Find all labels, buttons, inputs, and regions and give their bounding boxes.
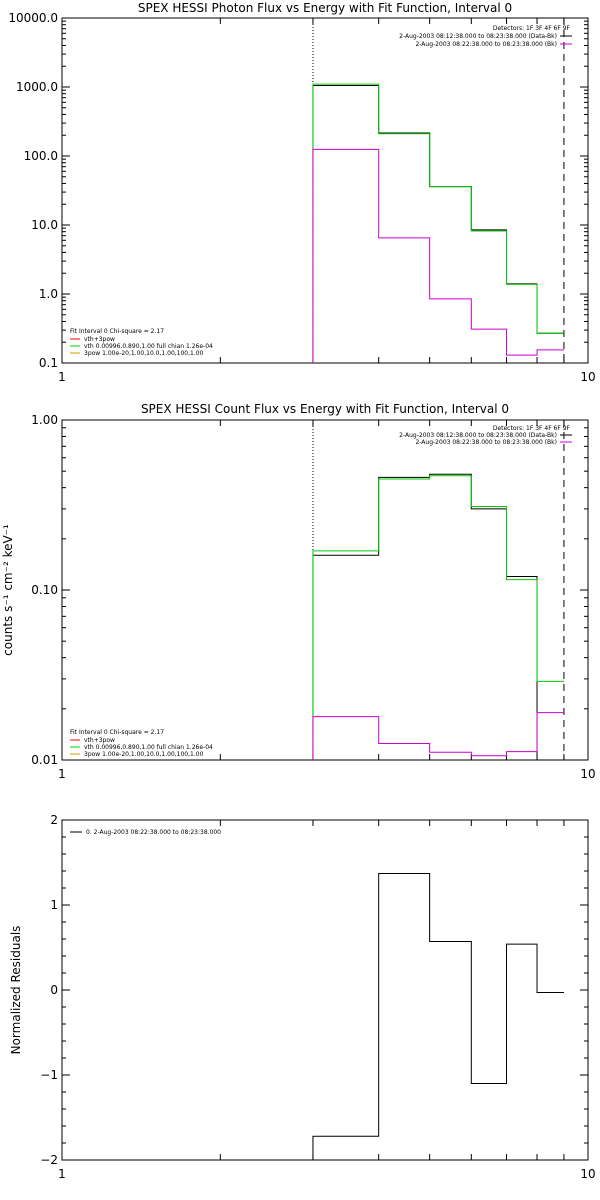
y-tick-label: 10.0 [31, 218, 58, 232]
count-flux-legend-fit: Fit Interval 0 Chi-square = 2.17 vth+3po… [70, 729, 213, 758]
series-line-1 [312, 83, 564, 363]
photon-flux-legend-top: Detectors: 1F 3F 4F 6F 9F 2-Aug-2003 08:… [399, 25, 572, 48]
y-tick-label: 1 [50, 898, 58, 912]
count-flux-fit-3pow: 3pow 1.00e-20,1.00,10.0,1.00,100,1.00 [84, 751, 204, 758]
residuals-legend-entry: 0. 2-Aug-2003 08:22:38.000 to 08:23:38.0… [86, 829, 221, 836]
count-flux-y-ticks: 0.01 0.10 1.00 [31, 413, 588, 767]
photon-flux-fit-vth3pow: vth+3pow [84, 336, 115, 343]
y-tick-label: 100.0 [24, 149, 58, 163]
series-line-2 [312, 712, 564, 760]
y-tick-label: 0.01 [31, 753, 58, 767]
residuals-panel: Normalized Residuals −2 −1 0 1 2 1 10 0. 2-Au… [9, 813, 596, 1181]
series-line-0 [312, 85, 564, 363]
y-tick-label: 2 [50, 813, 58, 827]
count-flux-y-axis-label: counts s⁻¹ cm⁻² keV⁻¹ [1, 524, 15, 656]
photon-flux-fit-vth: vth 0.00996,0.890,1.00 full chian 1.26e-… [84, 343, 213, 350]
count-flux-fit-header: Fit Interval 0 Chi-square = 2.17 [70, 729, 164, 736]
photon-flux-detectors-label: Detectors: 1F 3F 4F 6F 9F [493, 25, 571, 32]
y-tick-label: 1.0 [39, 287, 58, 301]
series-line-1 [312, 475, 564, 760]
y-tick-label: 0.1 [39, 356, 58, 370]
y-tick-label: −1 [40, 1068, 58, 1082]
x-tick-label: 10 [580, 767, 595, 781]
count-flux-x-ticks: 1 10 [58, 420, 596, 781]
residuals-legend: 0. 2-Aug-2003 08:22:38.000 to 08:23:38.0… [70, 829, 221, 836]
count-flux-plot-frame [61, 419, 589, 761]
residuals-series [312, 873, 564, 1160]
x-tick-label: 1 [58, 370, 66, 384]
photon-flux-marker-lines [312, 18, 565, 363]
residuals-x-ticks: 1 10 [58, 820, 596, 1181]
count-flux-legend-top: Detectors: 1F 3F 4F 6F 9F 2-Aug-2003 08:… [399, 425, 572, 446]
photon-flux-fit-header: Fit Interval 0 Chi-square = 2.17 [70, 328, 164, 335]
count-flux-panel: SPEX HESSI Count Flux vs Energy with Fit… [1, 402, 596, 781]
count-flux-legend-data-bk: 2-Aug-2003 08:12:38.000 to 08:23:38.000 … [399, 432, 557, 439]
count-flux-fit-vth: vth 0.00996,0.890,1.00 full chian 1.26e-… [84, 744, 213, 751]
count-flux-detectors-label: Detectors: 1F 3F 4F 6F 9F [493, 425, 571, 432]
x-tick-label: 1 [58, 767, 66, 781]
y-tick-label: 10000.0 [8, 11, 58, 25]
x-tick-label: 10 [580, 1167, 595, 1181]
photon-flux-title: SPEX HESSI Photon Flux vs Energy with Fi… [138, 1, 512, 15]
y-tick-label: 0.10 [31, 583, 58, 597]
count-flux-marker-lines [312, 420, 565, 760]
y-tick-label: −2 [40, 1153, 58, 1167]
residuals-y-ticks: −2 −1 0 1 2 [40, 813, 588, 1167]
count-flux-legend-bk: 2-Aug-2003 08:22:38.000 to 08:23:38.000 … [415, 439, 557, 446]
x-tick-label: 10 [580, 370, 595, 384]
photon-flux-y-ticks: 0.1 1.0 10.0 100.0 1000.0 10000.0 [8, 11, 588, 370]
count-flux-fit-vth3pow: vth+3pow [84, 737, 115, 744]
photon-flux-legend-data-bk: 2-Aug-2003 08:12:38.000 to 08:23:38.000 … [399, 33, 557, 40]
residuals-y-axis-label: Normalized Residuals [9, 926, 23, 1055]
y-tick-label: 1.00 [31, 413, 58, 427]
residuals-plot-frame [61, 819, 589, 1161]
photon-flux-series [312, 83, 564, 363]
series-line-0 [312, 873, 564, 1160]
x-tick-label: 1 [58, 1167, 66, 1181]
photon-flux-plot-frame [61, 17, 589, 364]
photon-flux-legend-bk: 2-Aug-2003 08:22:38.000 to 08:23:38.000 … [415, 41, 557, 48]
y-tick-label: 0 [50, 983, 58, 997]
photon-flux-panel: SPEX HESSI Photon Flux vs Energy with Fi… [8, 1, 595, 384]
photon-flux-fit-3pow: 3pow 1.00e-20,1.00,10.0,1.00,100,1.00 [84, 350, 204, 357]
y-tick-label: 1000.0 [16, 80, 58, 94]
series-line-0 [312, 473, 564, 761]
count-flux-series [312, 473, 564, 761]
count-flux-title: SPEX HESSI Count Flux vs Energy with Fit… [141, 402, 509, 416]
series-line-2 [312, 148, 564, 363]
photon-flux-legend-fit: Fit Interval 0 Chi-square = 2.17 vth+3po… [70, 328, 213, 357]
